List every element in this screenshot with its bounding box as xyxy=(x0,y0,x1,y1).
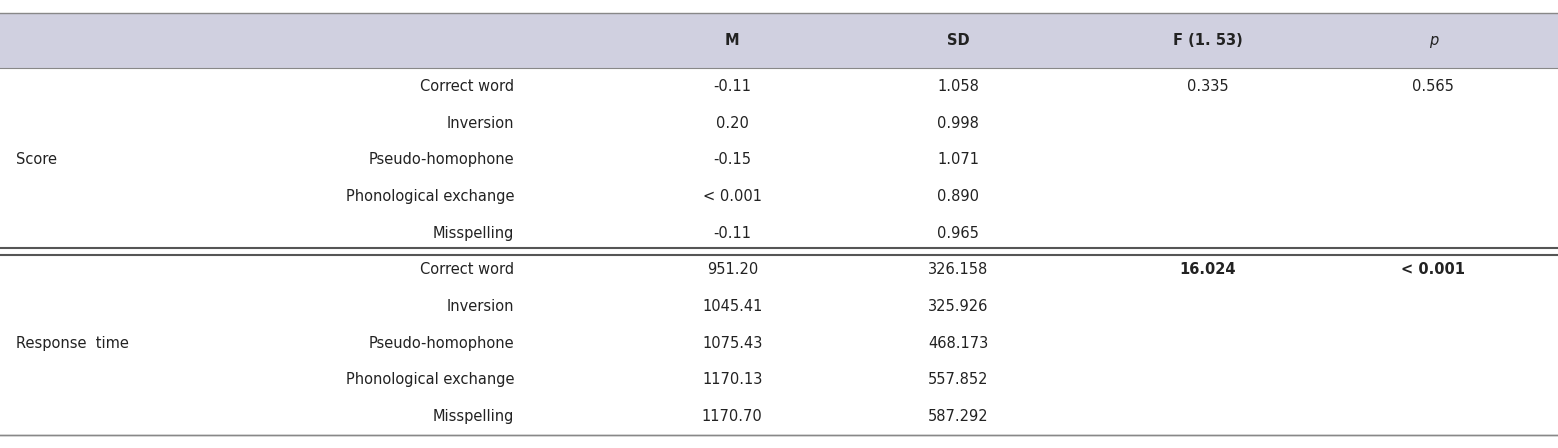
Text: Phonological exchange: Phonological exchange xyxy=(346,189,514,204)
Text: -0.11: -0.11 xyxy=(714,226,751,241)
Text: 0.998: 0.998 xyxy=(938,116,978,131)
Text: 1170.70: 1170.70 xyxy=(703,409,762,424)
Text: 0.335: 0.335 xyxy=(1187,79,1228,94)
Text: Misspelling: Misspelling xyxy=(433,226,514,241)
Text: 1.071: 1.071 xyxy=(938,152,978,168)
Text: SD: SD xyxy=(947,34,969,48)
Bar xyxy=(0,13,1558,69)
Text: Correct word: Correct word xyxy=(421,262,514,277)
Text: 16.024: 16.024 xyxy=(1179,262,1235,277)
Text: Inversion: Inversion xyxy=(447,116,514,131)
Text: 0.20: 0.20 xyxy=(715,116,749,131)
Text: Phonological exchange: Phonological exchange xyxy=(346,372,514,387)
Text: 587.292: 587.292 xyxy=(929,409,988,424)
Text: M: M xyxy=(724,34,740,48)
Text: Correct word: Correct word xyxy=(421,79,514,94)
Text: 1075.43: 1075.43 xyxy=(703,336,762,350)
Text: 468.173: 468.173 xyxy=(929,336,988,350)
Text: Inversion: Inversion xyxy=(447,299,514,314)
Text: 0.890: 0.890 xyxy=(938,189,978,204)
Text: 1045.41: 1045.41 xyxy=(703,299,762,314)
Text: Response  time: Response time xyxy=(16,336,128,350)
Text: < 0.001: < 0.001 xyxy=(703,189,762,204)
Text: 325.926: 325.926 xyxy=(929,299,988,314)
Text: -0.15: -0.15 xyxy=(714,152,751,168)
Text: Pseudo-homophone: Pseudo-homophone xyxy=(369,152,514,168)
Text: 951.20: 951.20 xyxy=(707,262,757,277)
Text: F (1. 53): F (1. 53) xyxy=(1173,34,1242,48)
Text: Misspelling: Misspelling xyxy=(433,409,514,424)
Text: 326.158: 326.158 xyxy=(929,262,988,277)
Text: 0.965: 0.965 xyxy=(938,226,978,241)
Text: Score: Score xyxy=(16,152,56,168)
Text: -0.11: -0.11 xyxy=(714,79,751,94)
Text: 1170.13: 1170.13 xyxy=(703,372,762,387)
Text: < 0.001: < 0.001 xyxy=(1401,262,1466,277)
Text: Pseudo-homophone: Pseudo-homophone xyxy=(369,336,514,350)
Text: 1.058: 1.058 xyxy=(938,79,978,94)
Text: 557.852: 557.852 xyxy=(929,372,988,387)
Text: 0.565: 0.565 xyxy=(1413,79,1454,94)
Text: p: p xyxy=(1429,34,1438,48)
